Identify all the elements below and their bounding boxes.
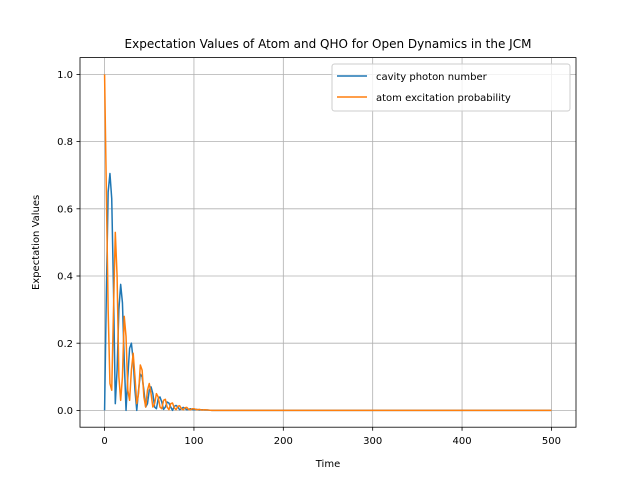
axes-background (80, 57, 576, 428)
series-layer (103, 74, 552, 412)
x-tick-label: 500 (542, 436, 561, 447)
legend-label-atom-excitation-probability: atom excitation probability (376, 93, 511, 104)
y-axis-label: Expectation Values (31, 195, 42, 290)
y-tick-label: 0.2 (57, 339, 73, 350)
y-tick-label: 0.0 (57, 406, 73, 417)
y-tick-label: 0.6 (57, 204, 73, 215)
axes-frame (79, 57, 577, 428)
legend: cavity photon number atom excitation pro… (331, 63, 571, 112)
chart-title: Expectation Values of Atom and QHO for O… (125, 37, 532, 51)
grid-layer (80, 57, 576, 428)
series-line-atom-excitation-probability (103, 74, 552, 412)
x-tick-label: 400 (453, 436, 472, 447)
x-tick-label: 200 (274, 436, 293, 447)
x-axis-label: Time (315, 459, 340, 470)
x-tick-label: 100 (184, 436, 203, 447)
legend-frame (331, 63, 571, 112)
legend-label-cavity-photon-number: cavity photon number (376, 72, 488, 83)
x-tick-label: 300 (363, 436, 382, 447)
plot-area: 0 100 200 300 400 500 0.0 0.2 0.4 0.6 0.8 1.0 (57, 57, 577, 447)
tick-layer: 0 100 200 300 400 500 0.0 0.2 0.4 0.6 0.8 1.0 (57, 70, 561, 447)
y-tick-label: 1.0 (57, 70, 73, 81)
y-tick-label: 0.8 (57, 137, 73, 148)
y-tick-label: 0.4 (57, 272, 73, 283)
x-tick-label: 0 (101, 436, 107, 447)
